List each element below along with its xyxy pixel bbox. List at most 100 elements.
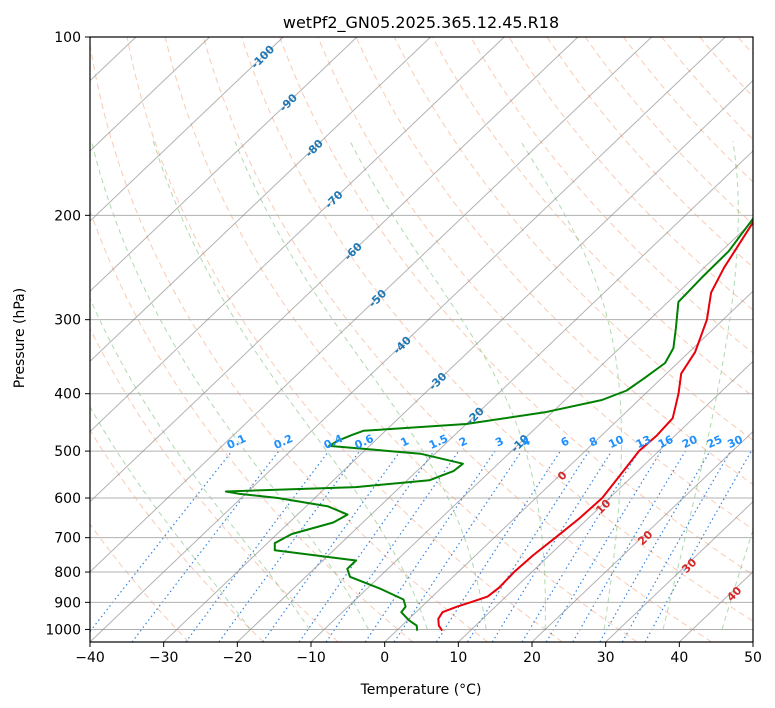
x-tick-label: 40: [670, 650, 688, 666]
dry-adiabat-line: [90, 327, 339, 642]
isotherm-line: [90, 37, 210, 152]
isotherm-line: [384, 290, 753, 642]
dry-adiabat-line: [90, 429, 264, 642]
dewpoint-trace: [224, 217, 753, 631]
dry-adiabat-line: [508, 37, 753, 311]
x-tick-label: −30: [149, 650, 179, 666]
moist-adiabat-label: 40: [724, 584, 744, 604]
y-tick-label: 300: [54, 313, 81, 329]
mixing-ratio-line: [435, 450, 561, 642]
isotherm-line: [752, 641, 753, 642]
mixing-ratio-line: [185, 450, 330, 642]
moist-adiabat-label: 0: [555, 468, 570, 483]
mixing-ratio-label: 0.1: [225, 432, 248, 452]
isotherm-line: [310, 220, 753, 642]
mixing-ratio-label: 13: [634, 433, 653, 451]
mixing-ratio-line: [491, 450, 613, 642]
mixing-ratio-line: [262, 450, 401, 642]
moist-adiabat-line: [91, 141, 369, 630]
moist-adiabat-line: [234, 141, 487, 630]
mixing-ratio-line: [90, 450, 233, 633]
dry-adiabat-line: [126, 37, 563, 642]
x-tick-label: 30: [597, 650, 615, 666]
mixing-ratio-label: 16: [656, 433, 676, 451]
isotherm-line: [90, 37, 579, 503]
background-lines: [0, 37, 753, 642]
isotherm-line: [90, 37, 284, 222]
temperature-trace: [437, 220, 753, 632]
x-axis-label: Temperature (°C): [360, 682, 482, 698]
chart-title: wetPf2_GN05.2025.365.12.45.R18: [283, 13, 559, 33]
sounding-traces: [224, 217, 753, 632]
y-tick-label: 100: [54, 30, 81, 46]
plot-frame: [89, 36, 754, 643]
y-tick-label: 600: [54, 491, 81, 507]
y-tick-label: 500: [54, 444, 81, 460]
dry-adiabat-line: [90, 523, 190, 642]
dry-adiabat-line: [699, 37, 753, 98]
moist-adiabat-label: 20: [635, 528, 655, 548]
mixing-ratio-line: [621, 450, 732, 642]
mixing-ratio-line: [599, 450, 711, 642]
moist-adiabat-label: 30: [679, 556, 699, 576]
dry-adiabat-line: [661, 37, 753, 141]
y-tick-label: 400: [54, 387, 81, 403]
isotherm-line: [531, 430, 753, 642]
mixing-ratio-line: [218, 450, 361, 642]
x-tick-label: −10: [296, 650, 326, 666]
moist-adiabat-label: 10: [593, 497, 613, 517]
isotherm-line: [0, 37, 62, 642]
moist-adiabat-line: [721, 528, 753, 630]
mixing-ratio-label: 0.4: [322, 432, 345, 452]
dry-adiabat-line: [202, 37, 712, 642]
isotherm-line: [678, 571, 753, 642]
mixing-ratio-line: [521, 450, 640, 642]
moist-adiabat-line: [349, 141, 546, 630]
isotherm-line: [163, 80, 753, 642]
dry-adiabat-line: [317, 37, 753, 530]
y-tick-label: 700: [54, 531, 81, 547]
x-tick-label: 50: [744, 650, 762, 666]
mixing-ratio-label: 0.2: [272, 432, 295, 452]
dry-adiabat-line: [432, 37, 753, 397]
isotherm-line: [90, 37, 652, 573]
isotherm-line: [90, 37, 431, 363]
mixing-ratio-line: [466, 450, 590, 642]
dry-adiabat-line: [90, 209, 414, 642]
dry-adiabat-line: [470, 37, 753, 354]
mixing-ratio-line: [644, 450, 752, 642]
y-tick-label: 800: [54, 565, 81, 581]
mixing-ratio-line: [325, 450, 460, 642]
mixing-ratio-label: 2: [457, 434, 469, 449]
isotherm-line: [90, 37, 726, 642]
isotherm-line: [605, 500, 753, 642]
dry-adiabat-line: [393, 37, 753, 441]
moist-adiabat-line: [520, 141, 622, 630]
dry-adiabat-line: [737, 37, 753, 55]
x-tick-label: −40: [75, 650, 105, 666]
mixing-ratio-label: 30: [725, 433, 745, 451]
moist-adiabat-line: [90, 297, 310, 630]
mixing-ratio-label: 20: [680, 433, 700, 451]
y-tick-label: 900: [54, 595, 81, 611]
axis-ticks: −40 −30 −20 −10 0 10 20 30 40 5010020030040050060…: [45, 30, 762, 666]
mixing-ratio-label: 10: [607, 433, 627, 451]
x-tick-label: 0: [380, 650, 389, 666]
mixing-ratio-label: 1: [399, 434, 411, 449]
dry-adiabat-line: [90, 41, 488, 642]
x-tick-label: 10: [449, 650, 467, 666]
x-tick-label: 20: [523, 650, 541, 666]
mixing-ratio-label: 6: [559, 434, 572, 449]
isotherm-line: [90, 37, 505, 433]
mixing-ratio-line: [572, 450, 686, 642]
moist-adiabat-line: [90, 405, 251, 630]
isotherm-line: [236, 150, 753, 642]
y-tick-label: 200: [54, 208, 81, 224]
isotherm-line: [90, 37, 358, 292]
dry-adiabat-line: [355, 37, 753, 486]
mixing-ratio-line: [298, 450, 435, 642]
line-labels: -100-90-80-70-60-50-40-30-20-100.1 0.2 0.4…: [225, 43, 745, 604]
mixing-ratio-line: [131, 450, 280, 642]
moist-adiabat-line: [662, 141, 739, 630]
